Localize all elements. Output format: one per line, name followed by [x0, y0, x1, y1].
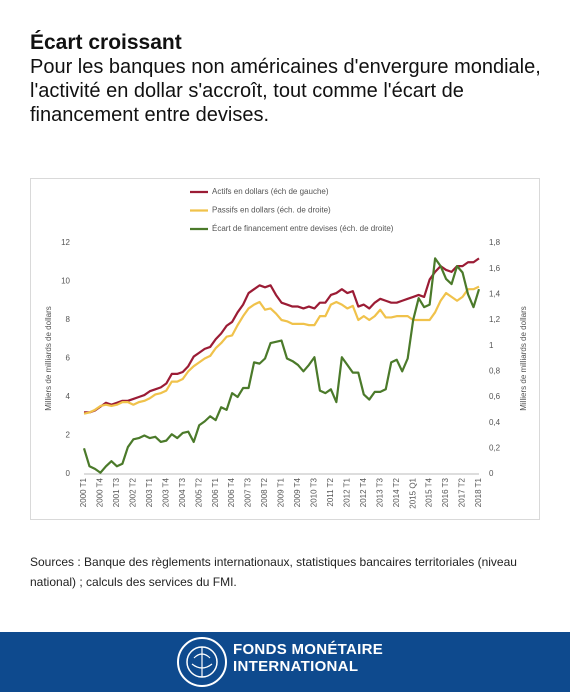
x-tick-label: 2015 T4 [425, 477, 434, 507]
x-tick-label: 2004 T3 [178, 477, 187, 507]
y2-tick-label: 1,8 [489, 238, 501, 247]
line-series [84, 257, 480, 414]
y-tick-label: 10 [61, 277, 70, 286]
subtitle: Pour les banques non américaines d'enver… [30, 56, 541, 126]
x-tick-label: 2014 T2 [392, 477, 401, 507]
x-tick-label: 2009 T1 [277, 477, 286, 507]
legend-label: Écart de financement entre devises (éch.… [212, 224, 394, 233]
y-tick-label: 12 [61, 238, 70, 247]
org-name: FONDS MONÉTAIRE [233, 641, 384, 658]
x-tick-label: 2000 T4 [96, 477, 105, 507]
y-tick-label: 6 [66, 354, 71, 363]
x-tick-label: 2013 T3 [375, 477, 384, 507]
x-tick-label: 2000 T1 [79, 477, 88, 507]
x-tick-label: 2015 Q1 [408, 477, 417, 508]
x-tick-label: 2018 T1 [474, 477, 483, 507]
x-tick-label: 2007 T3 [244, 477, 253, 507]
x-tick-label: 2011 T2 [326, 477, 335, 506]
x-tick-label: 2016 T3 [441, 477, 450, 507]
footer: FONDS MONÉTAIRE INTERNATIONAL [0, 632, 570, 692]
y2-tick-label: 1 [489, 341, 494, 350]
x-tick-label: 2006 T1 [211, 477, 220, 507]
org-name: INTERNATIONAL [233, 658, 359, 675]
y2-axis-label: Milliers de milliards de dollars [519, 306, 528, 410]
sources: Sources : Banque des règlements internat… [30, 555, 517, 589]
x-tick-label: 2012 T4 [359, 477, 368, 507]
y-tick-label: 2 [66, 431, 71, 440]
line-series [82, 257, 481, 474]
title: Écart croissant [30, 31, 182, 54]
x-tick-label: 2006 T4 [227, 477, 236, 507]
y2-tick-label: 1,4 [489, 289, 501, 298]
x-tick-label: 2017 T2 [458, 477, 467, 507]
x-tick-label: 2010 T3 [310, 477, 319, 507]
x-tick-label: 2009 T4 [293, 477, 302, 507]
y2-tick-label: 1,6 [489, 264, 501, 273]
y-tick-label: 8 [66, 315, 71, 324]
chart: 0 2 4 6 8 10 12 0 0,2 0,4 0,6 0,8 1 1,2 1,4 1,6 1,8 Milli… [30, 178, 540, 520]
x-tick-label: 2008 T2 [260, 477, 269, 507]
logo [177, 637, 227, 687]
y2-tick-label: 0 [489, 469, 494, 478]
x-tick-label: 2012 T1 [342, 477, 351, 507]
y2-tick-label: 0,8 [489, 366, 501, 375]
x-tick-label: 2005 T2 [194, 477, 203, 507]
y-axis-label: Milliers de milliards de dollars [44, 306, 53, 410]
y-tick-label: 0 [66, 469, 71, 478]
y-tick-label: 4 [66, 392, 71, 401]
y2-tick-label: 1,2 [489, 315, 501, 324]
x-tick-label: 2002 T2 [128, 477, 137, 507]
legend-label: Passifs en dollars (éch. de droite) [212, 206, 331, 215]
y2-tick-label: 0,4 [489, 418, 501, 427]
y2-tick-label: 0,2 [489, 443, 501, 452]
y2-tick-label: 0,6 [489, 392, 501, 401]
x-tick-label: 2003 T1 [145, 477, 154, 507]
x-tick-label: 2003 T4 [161, 477, 170, 507]
x-tick-label: 2001 T3 [112, 477, 121, 507]
legend-label: Actifs en dollars (éch de gauche) [212, 187, 329, 196]
